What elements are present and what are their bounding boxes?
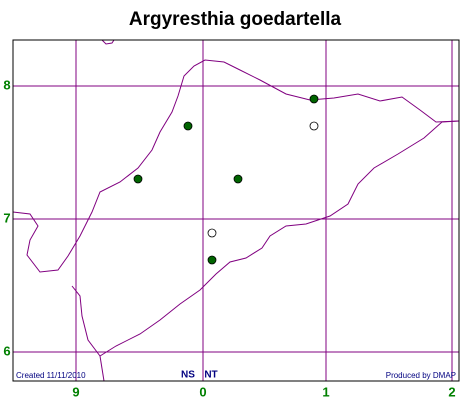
column-label: 2 xyxy=(448,384,455,399)
row-label: 6 xyxy=(3,343,10,358)
column-label: 0 xyxy=(199,384,206,399)
grid-lines xyxy=(13,40,459,381)
square-label: NT xyxy=(204,370,217,381)
coastline xyxy=(12,39,460,382)
map-title: Argyresthia goedartella xyxy=(129,9,342,30)
row-label: 7 xyxy=(3,210,10,225)
column-label: 9 xyxy=(72,384,79,399)
credit: Produced by DMAP xyxy=(386,371,456,380)
square-label: NS xyxy=(181,370,195,381)
map-frame xyxy=(12,39,460,382)
records xyxy=(133,94,319,265)
row-label: 8 xyxy=(3,77,10,92)
column-label: 1 xyxy=(322,384,329,399)
created-date: Created 11/11/2010 xyxy=(16,371,86,380)
